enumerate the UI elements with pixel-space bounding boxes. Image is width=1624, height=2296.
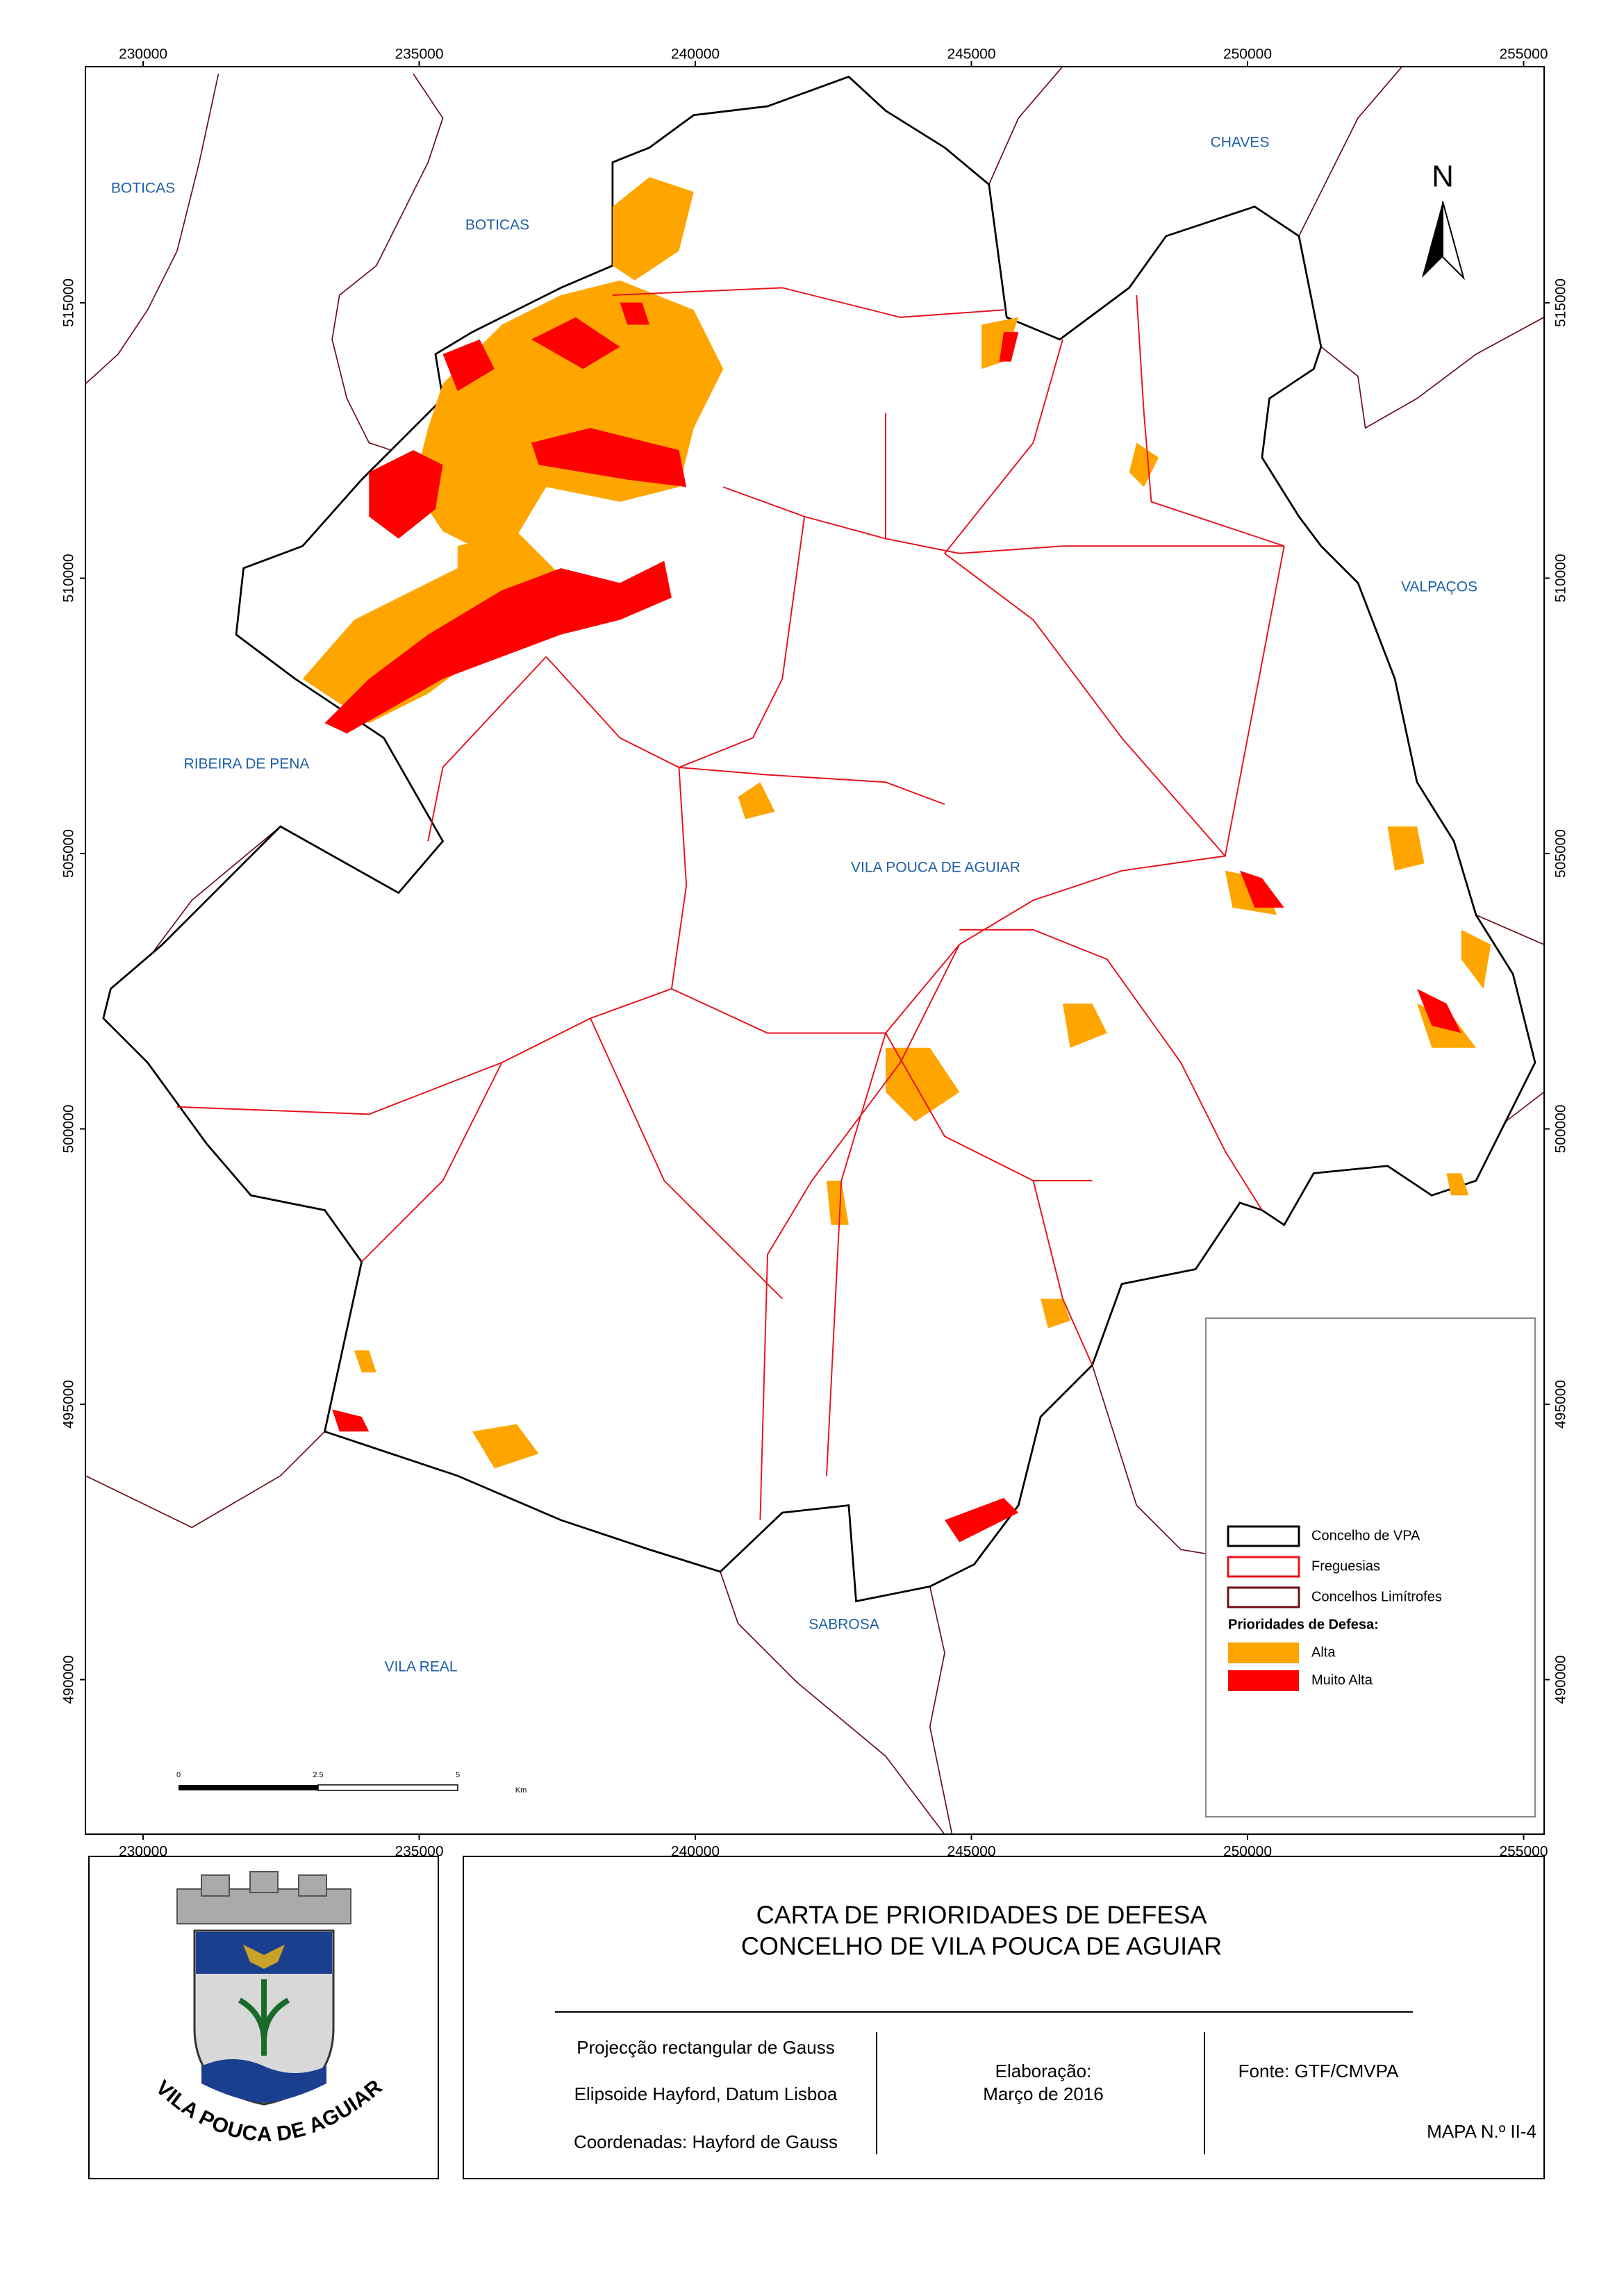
scale-segment [179, 1785, 318, 1790]
y-tick-label: 510000 [1553, 554, 1569, 602]
scale-bar: 0 2.5 5 Km [176, 1771, 527, 1795]
y-tick-label: 510000 [61, 554, 77, 602]
priority-alta [302, 177, 1491, 1469]
x-tick-label: 230000 [119, 1844, 167, 1860]
legend-label: Concelho de VPA [1311, 1528, 1420, 1543]
x-tick-label: 255000 [1499, 1844, 1548, 1860]
y-tick-label: 505000 [61, 829, 77, 878]
credits-text: Março de 2016 [983, 2083, 1103, 2104]
north-label: N [1432, 160, 1454, 194]
title-line: CARTA DE PRIORIDADES DE DEFESA [756, 1901, 1207, 1929]
projection-text: Elipsoide Hayford, Datum Lisboa [574, 2083, 838, 2104]
eagle [243, 1945, 285, 1969]
neighbour-borders [85, 67, 1544, 1834]
x-tick-label: 240000 [671, 47, 720, 63]
place-label: RIBEIRA DE PENA [184, 756, 310, 772]
scale-unit: Km [515, 1786, 527, 1795]
x-tick-label: 235000 [395, 47, 443, 63]
north-arrow: N [1422, 160, 1465, 281]
grid-ticks: 230000 230000 235000 235000 240000 240000 2450… [61, 47, 1569, 1860]
place-label: CHAVES [1211, 135, 1270, 151]
y-tick-label: 490000 [1553, 1655, 1569, 1704]
place-label: BOTICAS [465, 217, 529, 233]
legend: Prioridades de Defesa: Concelho de VPA Fr… [1227, 1525, 1442, 1691]
map-number: MAPA N.º II-4 [1427, 2121, 1536, 2142]
y-tick-label: 505000 [1553, 829, 1569, 878]
plant [238, 1979, 290, 2056]
legend-label: Freguesias [1311, 1558, 1380, 1574]
north-arrow-right [1442, 201, 1465, 281]
crown-tower [249, 1871, 279, 1893]
y-tick-label: 515000 [61, 278, 77, 327]
source-text: Fonte: GTF/CMVPA [1238, 2061, 1399, 2081]
legend-swatch [1228, 1670, 1299, 1691]
x-tick-label: 255000 [1499, 47, 1548, 63]
place-label: SABROSA [809, 1617, 879, 1633]
priority-muito-alta [324, 302, 1461, 1542]
legend-label: Concelhos Limítrofes [1311, 1589, 1442, 1604]
north-arrow-left [1422, 201, 1443, 278]
x-tick-label: 235000 [395, 1844, 443, 1860]
parish-borders [176, 287, 1285, 1520]
y-tick-label: 500000 [1553, 1104, 1569, 1153]
credits-text: Elaboração: [995, 2061, 1092, 2081]
x-tick-label: 245000 [947, 47, 995, 63]
y-tick-label: 490000 [61, 1655, 77, 1704]
info-box [463, 1856, 1545, 2179]
place-labels: BOTICAS BOTICAS CHAVES VALPAÇOS RIBEIRA … [111, 135, 1477, 1675]
scale-label: 2.5 [313, 1771, 323, 1779]
x-tick-label: 230000 [119, 47, 167, 63]
scale-label: 0 [176, 1771, 181, 1779]
scale-segment [317, 1784, 458, 1791]
crown-tower [201, 1874, 230, 1897]
title-line: CONCELHO DE VILA POUCA DE AGUIAR [741, 1932, 1222, 1961]
y-tick-label: 515000 [1553, 278, 1569, 327]
legend-swatch [1227, 1525, 1300, 1547]
projection-text: Projecção rectangular de Gauss [577, 2037, 834, 2058]
waves [201, 2059, 326, 2103]
x-tick-label: 250000 [1223, 47, 1272, 63]
place-label: VALPAÇOS [1401, 579, 1477, 595]
x-tick-label: 240000 [671, 1844, 720, 1860]
legend-label: Muito Alta [1311, 1672, 1373, 1688]
x-tick-label: 250000 [1223, 1844, 1272, 1860]
crown-tower [298, 1874, 327, 1897]
legend-section: Prioridades de Defesa: [1228, 1617, 1379, 1632]
place-label: VILA POUCA DE AGUIAR [851, 860, 1020, 876]
y-tick-label: 495000 [1553, 1380, 1569, 1429]
place-label: VILA REAL [384, 1659, 457, 1675]
legend-swatch [1227, 1556, 1300, 1578]
place-label: BOTICAS [111, 181, 175, 197]
projection-text: Coordenadas: Hayford de Gauss [574, 2131, 838, 2152]
scale-label: 5 [456, 1771, 460, 1779]
legend-swatch [1228, 1642, 1299, 1663]
legend-label: Alta [1311, 1645, 1336, 1660]
legend-swatch [1227, 1586, 1300, 1608]
map-body [85, 67, 1544, 1834]
x-tick-label: 245000 [947, 1844, 995, 1860]
y-tick-label: 500000 [61, 1104, 77, 1153]
y-tick-label: 495000 [61, 1380, 77, 1429]
